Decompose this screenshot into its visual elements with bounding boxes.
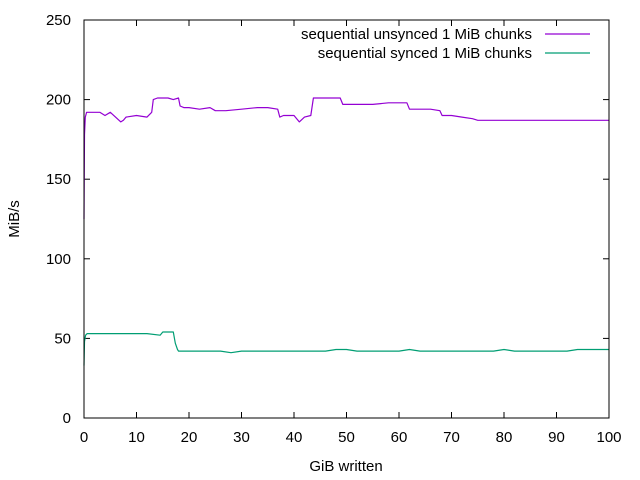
y-tick-label: 0 [63,410,71,427]
series-lines [83,97,609,366]
series-line-1 [83,331,609,366]
legend-label-1: sequential synced 1 MiB chunks [318,45,532,62]
series-line-0 [83,97,609,220]
legend-label-0: sequential unsynced 1 MiB chunks [301,26,532,43]
y-axis-label: MiB/s [6,200,23,238]
x-tick-label: 80 [496,429,513,446]
y-tick-label: 100 [46,251,71,268]
y-tick-label: 200 [46,92,71,109]
x-tick-label: 60 [391,429,408,446]
x-tick-label: 100 [596,429,621,446]
x-tick-label: 40 [286,429,303,446]
x-tick-label: 50 [338,429,355,446]
x-tick-label: 90 [548,429,565,446]
plot-frame [83,19,610,419]
x-tick-label: 0 [80,429,88,446]
y-tick-label: 150 [46,171,71,188]
x-tick-label: 20 [181,429,198,446]
x-tick-label: 10 [128,429,145,446]
y-tick-label: 250 [46,12,71,29]
legend: sequential unsynced 1 MiB chunks sequenti… [301,26,590,62]
x-axis-label: GiB written [309,458,382,475]
x-tick-label: 30 [233,429,250,446]
y-tick-label: 50 [54,330,71,347]
axis-ticks: 0 10 20 30 40 50 60 70 80 90 100 0 50 100 150 200 250 [46,12,622,446]
x-tick-label: 70 [443,429,460,446]
